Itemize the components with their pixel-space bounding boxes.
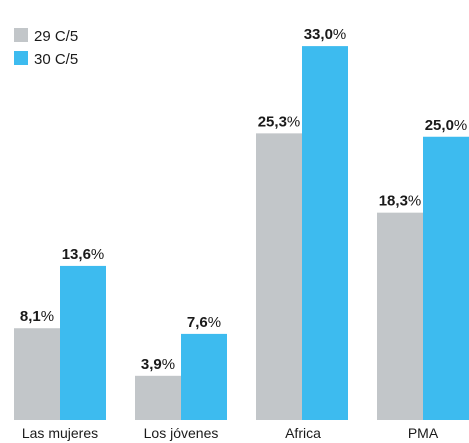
category-label: Las mujeres — [22, 425, 98, 441]
data-label-s1-cat1: 8,1% — [20, 308, 54, 325]
bar-s2-cat1 — [60, 265, 106, 420]
data-label-s2-cat3: 33,0% — [304, 26, 347, 43]
bars-group — [14, 46, 469, 421]
legend: 29 C/5 30 C/5 — [14, 28, 78, 68]
category-label: Africa — [285, 425, 321, 441]
data-label-s2-cat2: 7,6% — [187, 314, 221, 331]
data-label-s2-cat1: 13,6% — [62, 246, 105, 263]
legend-swatch — [14, 51, 28, 65]
bar-s2-cat4 — [423, 136, 469, 420]
category-labels-group: Las mujeres Los jóvenes Africa PMA — [22, 425, 439, 441]
bar-s1-cat4 — [377, 212, 423, 420]
bar-s1-cat1 — [14, 328, 60, 420]
data-label-s1-cat4: 18,3% — [379, 193, 422, 210]
bar-s2-cat3 — [302, 46, 348, 421]
data-label-s1-cat3: 25,3% — [258, 113, 301, 130]
category-label: PMA — [408, 425, 439, 441]
data-label-s2-cat4: 25,0% — [425, 117, 468, 134]
data-labels-group: 8,1% 13,6% 3,9% 7,6% 25,3% 33,0% 18,3% 25,0% — [20, 26, 467, 373]
bar-s1-cat3 — [256, 133, 302, 420]
legend-swatch — [14, 28, 28, 42]
bar-s2-cat2 — [181, 333, 227, 420]
category-label: Los jóvenes — [144, 425, 219, 441]
legend-label: 29 C/5 — [34, 28, 78, 45]
data-label-s1-cat2: 3,9% — [141, 356, 175, 373]
bar-s1-cat2 — [135, 375, 181, 420]
legend-label: 30 C/5 — [34, 51, 78, 68]
